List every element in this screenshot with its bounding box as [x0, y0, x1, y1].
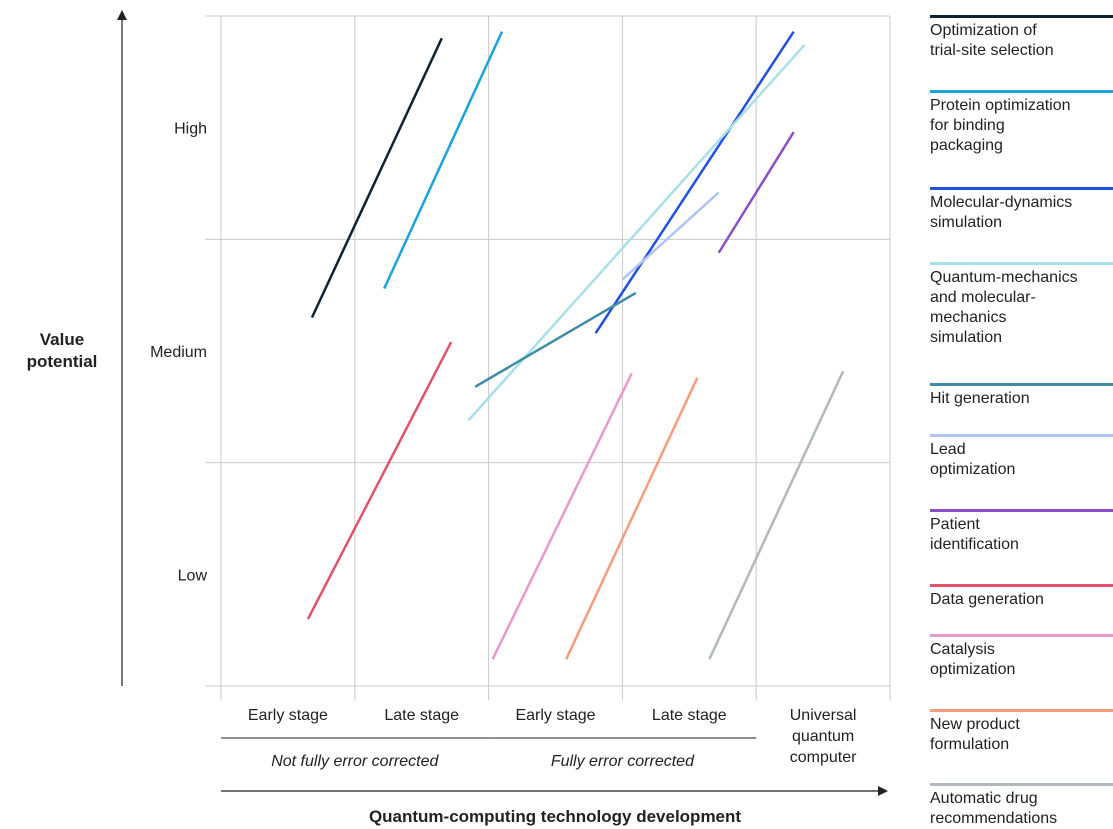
x-axis-label: Quantum-computing technology development [369, 807, 741, 826]
legend-swatch [930, 783, 1113, 786]
x-arrowhead [878, 786, 888, 796]
legend-swatch [930, 262, 1113, 265]
series-line [306, 341, 453, 620]
series-line [708, 370, 845, 660]
series-line [565, 377, 699, 660]
legend-label: Molecular-dynamics simulation [930, 194, 1073, 231]
x-tick-label: Late stage [384, 707, 459, 724]
x-tick-labels: Early stage Late stage Early stage Late sta… [248, 707, 857, 766]
x-group-label: Not fully error corrected [271, 753, 439, 770]
legend-label: Quantum-mechanics and molecular-mechanics… [930, 269, 1078, 346]
series-line [310, 37, 443, 319]
series-line [717, 131, 795, 254]
legend: Optimization of trial-site selection Prote… [930, 0, 1113, 829]
grid [205, 15, 891, 700]
legend-swatch [930, 383, 1113, 386]
series-lines [306, 30, 845, 660]
legend-label: Catalysis optimization [930, 641, 1016, 678]
series-line [467, 44, 806, 422]
x-group-labels: Not fully error corrected Fully error cor… [221, 737, 757, 770]
x-tick-label: Late stage [652, 707, 727, 724]
legend-item: Catalysis optimization [930, 634, 1113, 680]
legend-label: Lead optimization [930, 441, 1016, 478]
x-tick-label: Universal quantum computer [790, 707, 857, 766]
legend-item: Patient identification [930, 509, 1113, 555]
legend-item: Hit generation [930, 383, 1113, 409]
legend-label: Automatic drug recommendations [930, 790, 1058, 827]
legend-swatch [930, 187, 1113, 190]
x-group-label: Fully error corrected [551, 753, 695, 770]
series-line [594, 30, 795, 334]
legend-swatch [930, 434, 1113, 437]
legend-item: Lead optimization [930, 434, 1113, 480]
series-line [474, 291, 637, 388]
legend-label: Hit generation [930, 390, 1030, 407]
legend-item: Automatic drug recommendations [930, 783, 1113, 829]
legend-swatch [930, 584, 1113, 587]
legend-label: Protein optimization for binding packaging [930, 97, 1071, 154]
series-line [491, 372, 633, 660]
legend-label: New product formulation [930, 716, 1020, 753]
legend-swatch [930, 90, 1113, 93]
legend-swatch [930, 709, 1113, 712]
y-tick-label: High [174, 121, 207, 138]
x-tick-label: Early stage [248, 707, 328, 724]
y-tick-label: Low [178, 567, 208, 584]
legend-swatch [930, 634, 1113, 637]
legend-label: Patient identification [930, 516, 1019, 553]
legend-item: Optimization of trial-site selection [930, 15, 1113, 61]
legend-swatch [930, 15, 1113, 18]
legend-swatch [930, 509, 1113, 512]
x-tick-label: Early stage [515, 707, 595, 724]
legend-label: Data generation [930, 591, 1044, 608]
legend-label: Optimization of trial-site selection [930, 22, 1054, 59]
legend-item: Protein optimization for binding packaging [930, 90, 1113, 156]
y-tick-label: Medium [150, 344, 207, 361]
y-axis-label: Value potential [27, 330, 98, 371]
series-line [383, 31, 504, 289]
y-arrowhead [117, 10, 127, 20]
y-tick-labels: Low Medium High [150, 121, 207, 585]
legend-item: New product formulation [930, 709, 1113, 755]
legend-item: Data generation [930, 584, 1113, 610]
legend-item: Molecular-dynamics simulation [930, 187, 1113, 233]
series-line [621, 191, 720, 281]
axes [117, 10, 888, 796]
legend-item: Quantum-mechanics and molecular-mechanics… [930, 262, 1113, 348]
